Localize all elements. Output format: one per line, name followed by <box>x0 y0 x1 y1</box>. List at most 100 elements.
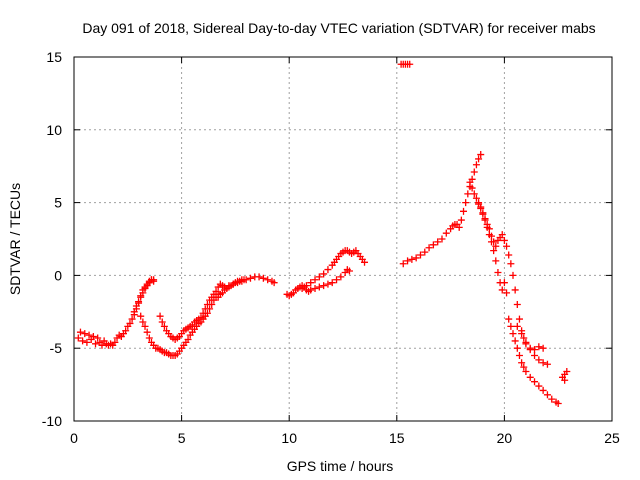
data-point <box>509 271 517 279</box>
data-point <box>141 322 149 330</box>
y-tick-label: 0 <box>54 267 62 283</box>
data-point <box>408 255 416 263</box>
data-point <box>500 236 508 244</box>
data-point <box>156 312 164 320</box>
data-point <box>535 356 543 364</box>
series-segment-9 <box>399 151 485 268</box>
series-segment-4 <box>156 273 278 343</box>
data-point <box>139 318 147 326</box>
data-point <box>548 395 556 403</box>
data-point <box>535 343 543 351</box>
data-point <box>150 276 158 284</box>
data-point <box>466 178 474 186</box>
data-point <box>531 378 539 386</box>
series-segment-7 <box>298 247 369 293</box>
data-point <box>539 344 547 352</box>
data-points <box>74 60 571 408</box>
data-point <box>539 386 547 394</box>
data-point <box>307 286 315 294</box>
data-point <box>270 279 278 287</box>
data-point <box>135 298 143 306</box>
data-point <box>513 344 521 352</box>
data-point <box>472 194 480 202</box>
data-point <box>264 276 272 284</box>
data-point <box>298 285 306 293</box>
data-point <box>477 151 485 159</box>
data-point <box>490 238 498 246</box>
data-point <box>483 220 491 228</box>
data-point <box>487 232 495 240</box>
data-point <box>311 285 319 293</box>
data-point <box>526 346 534 354</box>
data-point <box>472 161 480 169</box>
data-point <box>158 318 166 326</box>
data-point <box>111 338 119 346</box>
data-point <box>74 334 82 342</box>
data-point <box>412 254 420 262</box>
data-point <box>460 207 468 215</box>
data-point <box>311 276 319 284</box>
plot-area-frame <box>73 56 613 422</box>
data-point <box>513 322 521 330</box>
data-point <box>328 279 336 287</box>
y-axis-label: SDTVAR / TECUs <box>7 183 23 295</box>
y-tick-label: -5 <box>50 340 63 356</box>
data-point <box>137 292 145 300</box>
data-point <box>201 305 209 313</box>
data-point <box>518 359 526 367</box>
data-point <box>498 231 506 239</box>
series-segment-11 <box>475 200 547 354</box>
data-point <box>477 204 485 212</box>
data-point <box>324 280 332 288</box>
data-point <box>81 330 89 338</box>
data-point <box>515 315 523 323</box>
y-tick-label: 15 <box>46 49 62 65</box>
data-point <box>259 274 267 282</box>
data-point <box>212 287 220 295</box>
data-point <box>539 359 547 367</box>
data-point <box>143 328 151 336</box>
series-segment-14 <box>559 367 571 384</box>
data-point <box>561 376 569 384</box>
data-point <box>442 229 450 237</box>
axis-ticks: 0 5 10 15 20 25 -10 -5 0 5 10 15 <box>42 49 620 446</box>
data-point <box>246 274 254 282</box>
series-segment-13 <box>513 322 551 368</box>
data-point <box>434 238 442 246</box>
data-point <box>416 251 424 259</box>
data-point <box>203 301 211 309</box>
data-point <box>522 367 530 375</box>
data-point <box>128 315 136 323</box>
data-point <box>337 273 345 281</box>
data-point <box>492 242 500 250</box>
data-point <box>475 200 483 208</box>
data-point <box>520 363 528 371</box>
data-point <box>526 373 534 381</box>
chart-title: Day 091 of 2018, Sidereal Day-to-day VTE… <box>82 20 595 36</box>
data-point <box>485 225 493 233</box>
data-point <box>490 247 498 255</box>
data-point <box>320 282 328 290</box>
data-point <box>481 215 489 223</box>
data-point <box>122 327 130 335</box>
data-point <box>197 314 205 322</box>
data-point <box>324 266 332 274</box>
data-point <box>515 351 523 359</box>
data-point <box>511 337 519 345</box>
data-point <box>145 334 153 342</box>
data-point <box>563 367 571 375</box>
data-point <box>464 190 472 198</box>
data-point <box>429 241 437 249</box>
series-segment-6 <box>283 266 353 300</box>
data-point <box>531 351 539 359</box>
data-point <box>255 273 263 281</box>
data-point <box>92 340 100 348</box>
data-point <box>160 322 168 330</box>
data-point <box>507 322 515 330</box>
x-tick-label: 0 <box>70 430 78 446</box>
data-point <box>498 286 506 294</box>
data-point <box>479 210 487 218</box>
data-point <box>520 334 528 342</box>
data-point <box>457 216 465 224</box>
y-tick-label: 10 <box>46 122 62 138</box>
